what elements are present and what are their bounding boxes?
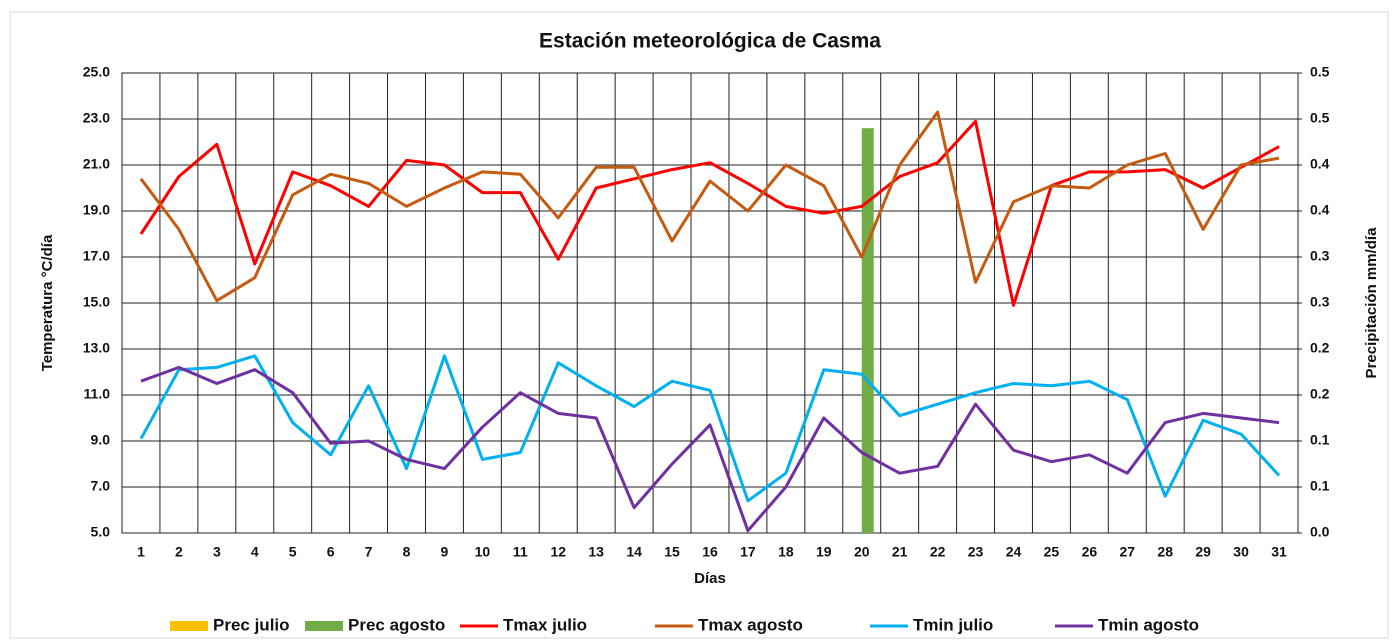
y2-tick-label: 0.4 <box>1310 202 1330 218</box>
x-tick-label: 8 <box>403 544 411 560</box>
x-tick-label: 1 <box>137 544 145 560</box>
line <box>139 119 1280 307</box>
line <box>139 110 1280 303</box>
x-tick-label: 17 <box>740 544 756 560</box>
y-tick-label: 11.0 <box>84 386 111 402</box>
y-tick-label: 19.0 <box>83 202 110 218</box>
legend-label: Tmax agosto <box>698 615 803 634</box>
y2-tick-label: 0.3 <box>1310 294 1330 310</box>
x-tick-label: 24 <box>1006 544 1022 560</box>
x-tick-label: 3 <box>213 544 221 560</box>
y-axis-title: Temperatura °C/día <box>39 234 56 371</box>
legend-label: Prec julio <box>213 615 290 634</box>
x-tick-label: 5 <box>289 544 297 560</box>
x-tick-label: 28 <box>1157 544 1173 560</box>
x-tick-label: 16 <box>702 544 718 560</box>
y2-tick-label: 0.4 <box>1310 156 1330 172</box>
x-tick-label: 4 <box>251 544 259 560</box>
x-tick-label: 15 <box>664 544 680 560</box>
line <box>140 365 1280 533</box>
y-tick-label: 21.0 <box>83 156 110 172</box>
chart-title: Estación meteorológica de Casma <box>539 30 881 53</box>
y2-tick-label: 0.5 <box>1310 110 1330 126</box>
y-tick-label: 7.0 <box>91 478 111 494</box>
y-tick-label: 9.0 <box>91 432 111 448</box>
x-tick-label: 25 <box>1044 544 1060 560</box>
legend-label: Tmax julio <box>503 615 587 634</box>
y-tick-label: 23.0 <box>83 110 110 126</box>
y2-tick-label: 0.2 <box>1310 386 1330 402</box>
x-tick-label: 7 <box>365 544 373 560</box>
bar <box>861 128 874 533</box>
x-tick-label: 19 <box>816 544 832 560</box>
y2-tick-label: 0.1 <box>1310 478 1330 494</box>
legend-swatch <box>305 621 343 631</box>
x-tick-label: 9 <box>441 544 449 560</box>
y2-tick-label: 0.1 <box>1310 432 1330 448</box>
y-tick-label: 5.0 <box>91 524 111 540</box>
x-tick-label: 20 <box>854 544 870 560</box>
legend-swatch <box>170 621 208 631</box>
y-tick-label: 15.0 <box>83 294 110 310</box>
x-axis-title: Días <box>694 570 726 587</box>
x-tick-label: 21 <box>892 544 908 560</box>
x-tick-label: 18 <box>778 544 794 560</box>
x-tick-label: 26 <box>1082 544 1098 560</box>
x-tick-label: 27 <box>1120 544 1136 560</box>
x-tick-label: 11 <box>513 544 528 560</box>
x-tick-label: 14 <box>626 544 642 560</box>
x-tick-label: 13 <box>588 544 604 560</box>
legend-label: Tmin julio <box>913 615 993 634</box>
y2-tick-label: 0.0 <box>1310 524 1330 540</box>
y2-axis-title: Precipitación mm/día <box>1363 227 1380 379</box>
x-tick-label: 30 <box>1233 544 1249 560</box>
y-tick-label: 17.0 <box>83 248 110 264</box>
x-tick-label: 29 <box>1195 544 1211 560</box>
x-tick-label: 2 <box>175 544 183 560</box>
y-tick-label: 25.0 <box>83 64 110 80</box>
x-tick-label: 22 <box>930 544 946 560</box>
plot-frame <box>121 72 1299 534</box>
chart-border <box>9 11 1389 639</box>
x-tick-label: 23 <box>968 544 984 560</box>
y2-tick-label: 0.5 <box>1310 64 1330 80</box>
legend-label: Tmin agosto <box>1098 615 1199 634</box>
x-tick-label: 12 <box>550 544 566 560</box>
line <box>139 354 1281 503</box>
y2-tick-label: 0.3 <box>1310 248 1330 264</box>
x-tick-label: 31 <box>1271 544 1287 560</box>
y-tick-label: 13.0 <box>83 340 110 356</box>
y2-tick-label: 0.2 <box>1310 340 1330 356</box>
x-tick-label: 10 <box>475 544 491 560</box>
x-tick-label: 6 <box>327 544 335 560</box>
legend-label: Prec agosto <box>348 615 445 634</box>
